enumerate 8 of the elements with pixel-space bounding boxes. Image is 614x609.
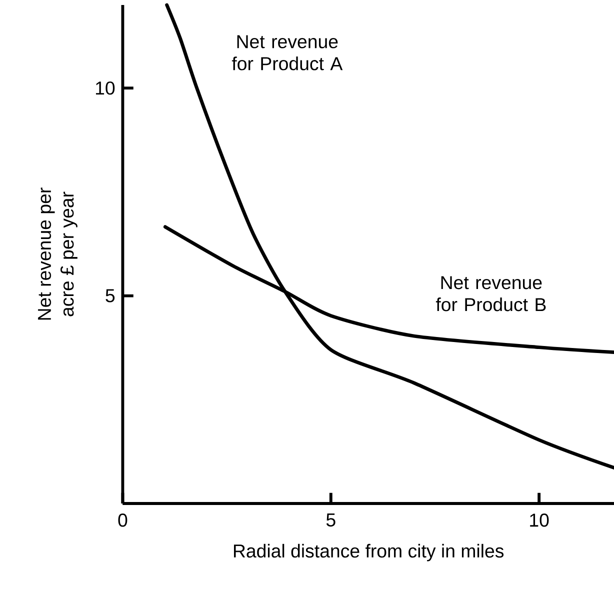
x-tick-label: 0: [118, 514, 128, 527]
series-label: Net revenue for Product B: [436, 276, 546, 312]
text: Net revenue for Product A: [232, 35, 343, 70]
x-axis-title: Radial distance from city in miles: [234, 544, 504, 562]
line-series: [165, 3, 614, 470]
x-tick-label: 5: [326, 514, 336, 527]
x-tick-label: 10: [530, 514, 549, 527]
y-axis-title: Net revenue per acre £ per year: [38, 188, 78, 320]
